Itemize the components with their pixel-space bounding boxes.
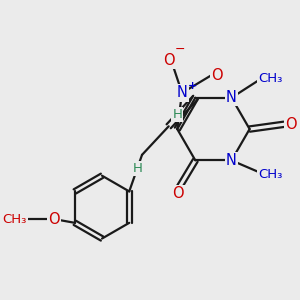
- Text: H: H: [132, 162, 142, 175]
- Text: CH₃: CH₃: [258, 72, 283, 85]
- Text: O: O: [48, 212, 60, 226]
- Text: N: N: [226, 153, 237, 168]
- Text: CH₃: CH₃: [3, 212, 27, 226]
- Text: N: N: [226, 90, 237, 105]
- Text: O: O: [285, 117, 296, 132]
- Text: +: +: [188, 81, 197, 91]
- Text: −: −: [175, 43, 185, 56]
- Text: CH₃: CH₃: [258, 168, 283, 181]
- Text: O: O: [212, 68, 223, 83]
- Text: N: N: [177, 85, 188, 100]
- Text: O: O: [172, 186, 184, 201]
- Text: H: H: [172, 108, 182, 122]
- Text: O: O: [163, 53, 175, 68]
